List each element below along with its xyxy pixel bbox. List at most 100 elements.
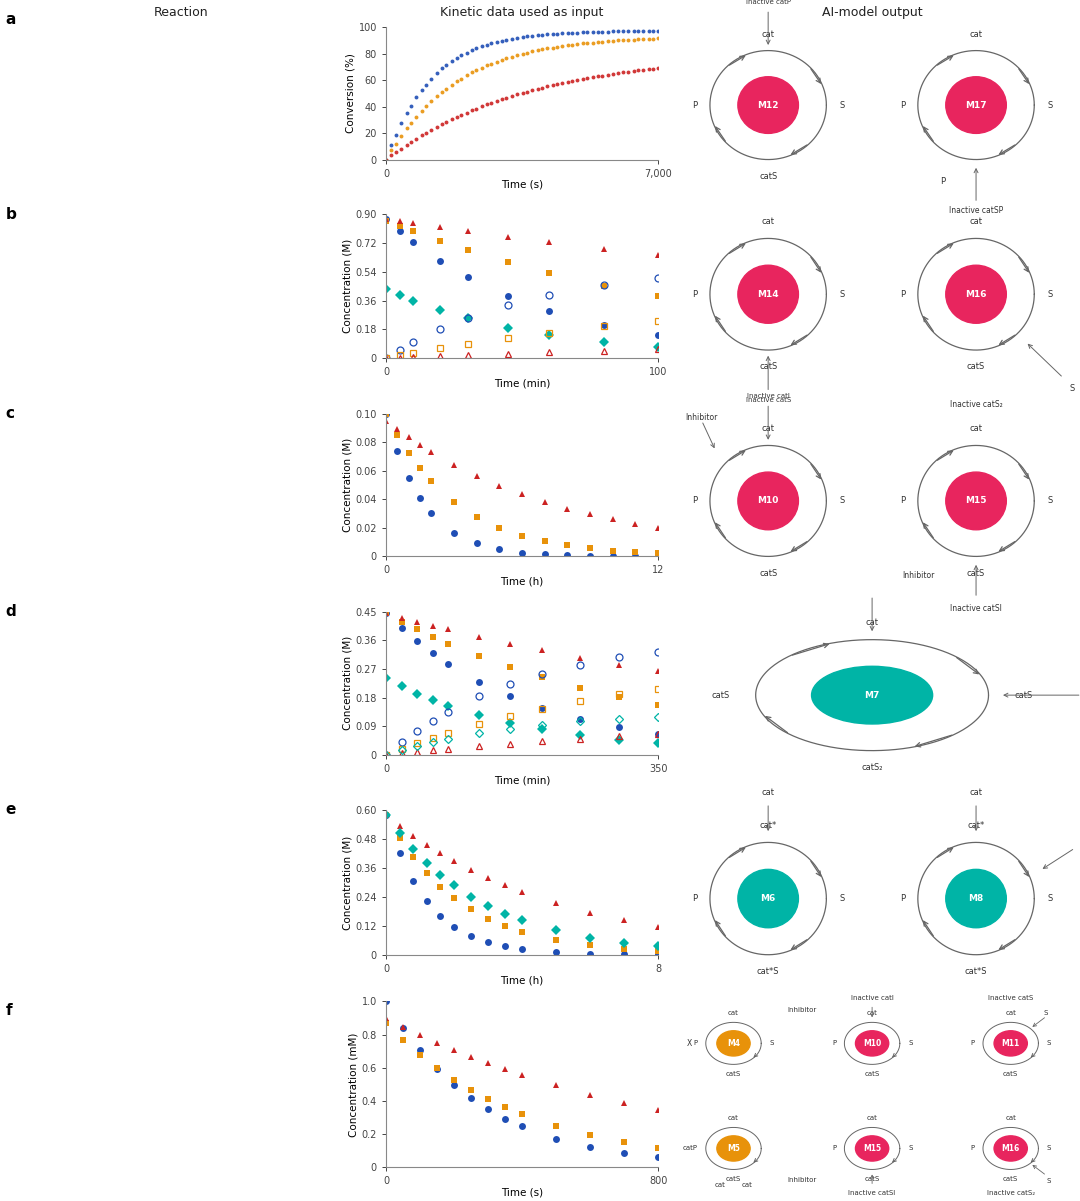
Circle shape (717, 1030, 751, 1056)
Text: cat: cat (714, 1182, 725, 1188)
X-axis label: Time (h): Time (h) (500, 975, 543, 985)
Text: catS: catS (1014, 691, 1032, 700)
Text: M16: M16 (1001, 1145, 1020, 1153)
Circle shape (738, 77, 798, 133)
Text: Inactive catI: Inactive catI (746, 393, 789, 399)
Text: cat*S: cat*S (757, 967, 780, 976)
Text: catS: catS (726, 1071, 741, 1076)
Text: Inactive catS: Inactive catS (745, 398, 791, 404)
Text: Inactive catSP: Inactive catSP (949, 205, 1003, 215)
X-axis label: Time (min): Time (min) (494, 378, 550, 388)
Text: Inhibitor: Inhibitor (685, 413, 717, 423)
Y-axis label: Concentration (M): Concentration (M) (342, 836, 353, 930)
Text: P: P (971, 1146, 974, 1152)
Text: cat: cat (761, 789, 774, 797)
Y-axis label: Concentration (M): Concentration (M) (342, 239, 352, 334)
Circle shape (946, 265, 1007, 323)
Text: M15: M15 (863, 1145, 881, 1153)
Text: a: a (5, 12, 16, 26)
Text: cat: cat (761, 30, 774, 38)
Circle shape (717, 1136, 751, 1161)
Y-axis label: Concentration (mM): Concentration (mM) (349, 1032, 359, 1136)
Text: catS: catS (967, 363, 985, 371)
Circle shape (946, 472, 1007, 530)
Text: cat: cat (742, 1182, 753, 1188)
Text: Inactive catS: Inactive catS (988, 996, 1034, 1002)
Text: P: P (940, 177, 945, 186)
Text: Inactive catI: Inactive catI (851, 996, 893, 1002)
Text: catS: catS (1003, 1071, 1018, 1076)
Text: catS: catS (967, 568, 985, 578)
Text: S: S (908, 1146, 913, 1152)
Text: P: P (692, 289, 697, 299)
Text: Kinetic data used as input: Kinetic data used as input (441, 6, 604, 19)
Text: M16: M16 (966, 289, 987, 299)
Circle shape (855, 1136, 889, 1161)
Text: S: S (839, 289, 845, 299)
Text: catS: catS (864, 1176, 880, 1182)
Text: Inactive catS₂: Inactive catS₂ (987, 1190, 1035, 1196)
Y-axis label: Concentration (M): Concentration (M) (342, 438, 353, 532)
Text: S: S (1048, 496, 1052, 506)
Text: P: P (692, 101, 697, 109)
Text: catP: catP (683, 1146, 698, 1152)
Text: cat*S: cat*S (964, 967, 987, 976)
Text: cat: cat (1005, 1010, 1016, 1016)
Circle shape (946, 870, 1007, 927)
Text: Inactive catP: Inactive catP (745, 0, 791, 5)
Text: cat: cat (970, 424, 983, 434)
Text: cat: cat (728, 1116, 739, 1122)
Circle shape (738, 472, 798, 530)
Text: P: P (971, 1040, 974, 1046)
Text: S: S (839, 496, 845, 506)
Text: catS: catS (1003, 1176, 1018, 1182)
Y-axis label: Conversion (%): Conversion (%) (346, 54, 355, 133)
Text: b: b (5, 207, 16, 221)
Text: cat: cat (761, 424, 774, 434)
Text: M10: M10 (757, 496, 779, 506)
Circle shape (738, 870, 798, 927)
Text: cat: cat (970, 30, 983, 38)
Text: catS₂: catS₂ (862, 763, 882, 772)
Y-axis label: Concentration (M): Concentration (M) (342, 637, 352, 730)
Text: S: S (1048, 894, 1052, 903)
Text: M12: M12 (757, 101, 779, 109)
Text: M17: M17 (966, 101, 987, 109)
Text: Inhibitor: Inhibitor (787, 1177, 816, 1183)
Text: M15: M15 (966, 496, 987, 506)
Text: S: S (1047, 1178, 1051, 1184)
Text: P: P (900, 496, 905, 506)
Text: Inactive catSI: Inactive catSI (849, 1190, 895, 1196)
Text: Reaction: Reaction (153, 6, 208, 19)
Text: e: e (5, 802, 16, 817)
X-axis label: Time (h): Time (h) (500, 576, 543, 587)
Text: catS: catS (726, 1176, 741, 1182)
Text: S: S (1048, 101, 1052, 109)
Text: catS: catS (759, 568, 778, 578)
Text: cat: cat (970, 789, 983, 797)
Text: cat: cat (865, 619, 879, 627)
Text: S: S (1048, 289, 1052, 299)
Text: cat*: cat* (968, 821, 985, 830)
Text: P: P (900, 101, 905, 109)
Text: catS: catS (712, 691, 730, 700)
Text: M4: M4 (727, 1039, 740, 1047)
Text: P: P (832, 1146, 836, 1152)
Circle shape (994, 1030, 1027, 1056)
Text: cat: cat (1005, 1116, 1016, 1122)
Text: c: c (5, 406, 14, 420)
Text: S: S (1047, 1040, 1051, 1046)
Text: catS: catS (759, 363, 778, 371)
Text: cat*: cat* (759, 821, 777, 830)
Text: S: S (839, 101, 845, 109)
Text: cat: cat (866, 1116, 878, 1122)
Circle shape (738, 265, 798, 323)
Text: M7: M7 (864, 691, 880, 700)
Text: catS: catS (759, 172, 778, 180)
Text: S: S (908, 1040, 913, 1046)
Text: P: P (900, 289, 905, 299)
Text: P: P (832, 1040, 836, 1046)
Circle shape (811, 667, 933, 724)
Text: M6: M6 (760, 894, 775, 903)
Text: d: d (5, 604, 16, 619)
